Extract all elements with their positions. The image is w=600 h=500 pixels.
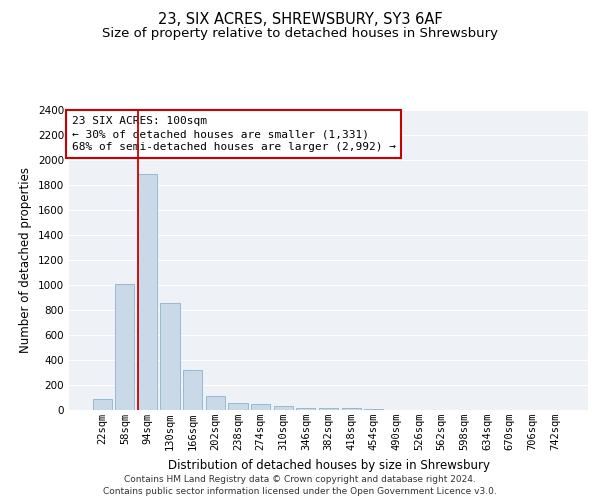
- Bar: [138, 174, 157, 410]
- Bar: [92, 399, 112, 410]
- Bar: [251, 404, 270, 410]
- Bar: [183, 370, 202, 410]
- Bar: [296, 408, 316, 410]
- Bar: [206, 396, 225, 410]
- Bar: [364, 409, 383, 410]
- Bar: [274, 406, 293, 410]
- Text: 23, SIX ACRES, SHREWSBURY, SY3 6AF: 23, SIX ACRES, SHREWSBURY, SY3 6AF: [158, 12, 442, 28]
- Bar: [115, 284, 134, 410]
- Text: Size of property relative to detached houses in Shrewsbury: Size of property relative to detached ho…: [102, 28, 498, 40]
- X-axis label: Distribution of detached houses by size in Shrewsbury: Distribution of detached houses by size …: [167, 458, 490, 471]
- Bar: [229, 403, 248, 410]
- Text: Contains HM Land Registry data © Crown copyright and database right 2024.
Contai: Contains HM Land Registry data © Crown c…: [103, 474, 497, 496]
- Bar: [319, 408, 338, 410]
- Bar: [341, 408, 361, 410]
- Y-axis label: Number of detached properties: Number of detached properties: [19, 167, 32, 353]
- Bar: [160, 302, 180, 410]
- Text: 23 SIX ACRES: 100sqm
← 30% of detached houses are smaller (1,331)
68% of semi-de: 23 SIX ACRES: 100sqm ← 30% of detached h…: [71, 116, 395, 152]
